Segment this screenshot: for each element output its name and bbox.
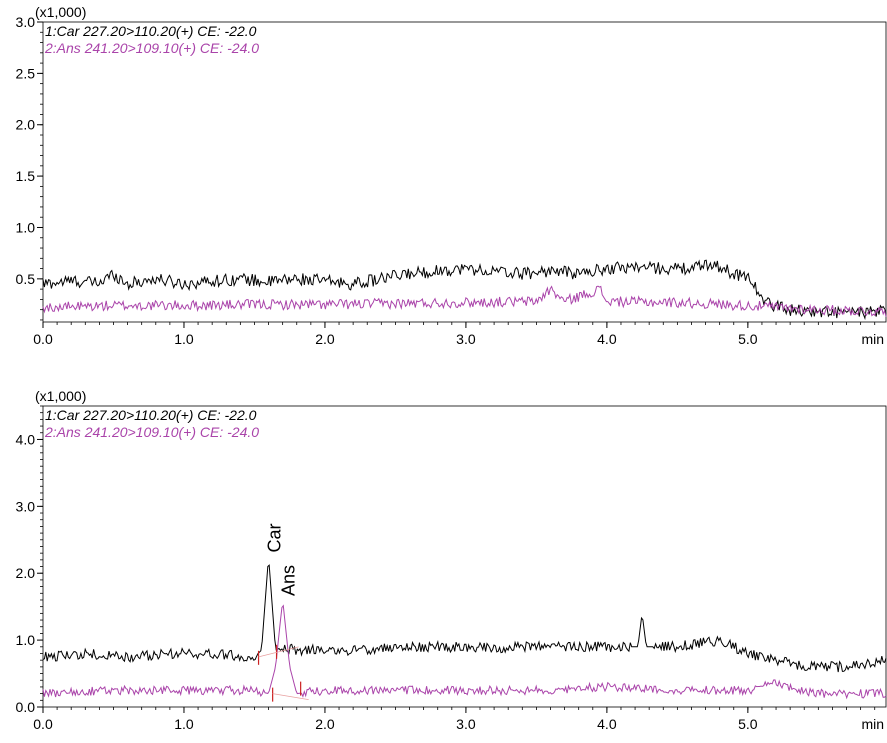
y-tick-label: 3.0 [16, 14, 36, 30]
y-tick-label: 1.5 [16, 168, 36, 184]
x-tick-label: 3.0 [456, 331, 476, 347]
x-tick-label: 1.0 [174, 716, 194, 732]
series-line-ans [42, 604, 887, 700]
legend-entry-car: 1:Car 227.20>110.20(+) CE: -22.0 [45, 407, 257, 423]
scale-label: (x1,000) [35, 388, 86, 404]
legend-entry-ans: 2:Ans 241.20>109.10(+) CE: -24.0 [44, 424, 259, 440]
x-tick-label: 3.0 [456, 716, 476, 732]
y-tick-label: 1.0 [16, 632, 36, 648]
y-tick-label: 0.0 [16, 699, 36, 715]
x-tick-label: 4.0 [597, 716, 617, 732]
series-line-car [42, 259, 887, 321]
x-tick-label: 1.0 [174, 331, 194, 347]
chart-panel-2: (x1,000) 0.0 1.0 2.0 3.0 4.0 0.0 1.0 2.0 3.0 4.0 5.… [16, 388, 887, 732]
legend-entry-ans: 2:Ans 241.20>109.10(+) CE: -24.0 [44, 40, 259, 56]
y-tick-label: 0.5 [16, 271, 36, 287]
x-tick-label: 5.0 [738, 331, 758, 347]
peak-label-car: Car [265, 523, 285, 552]
x-tick-label: 0.0 [33, 331, 53, 347]
x-tick-label: 2.0 [315, 331, 335, 347]
peak-baseline [272, 693, 309, 701]
y-tick-label: 4.0 [16, 431, 36, 447]
y-tick-label: 2.0 [16, 565, 36, 581]
x-tick-label: 5.0 [738, 716, 758, 732]
series-line-car [42, 564, 887, 673]
series-line-ans [42, 285, 887, 317]
peak-baseline [258, 646, 299, 658]
x-tick-label: 4.0 [597, 331, 617, 347]
peak-label-ans: Ans [279, 565, 299, 596]
x-axis-unit: min [861, 331, 884, 347]
y-tick-label: 2.0 [16, 117, 36, 133]
plot-frame [42, 405, 887, 708]
y-tick-label: 3.0 [16, 498, 36, 514]
x-tick-label: 2.0 [315, 716, 335, 732]
y-tick-label: 1.0 [16, 219, 36, 235]
chart-panel-1: (x1,000) 0.5 1.0 1.5 2.0 2.5 3.0 0.0 1.0 2.0 3.0 4.… [16, 4, 887, 347]
y-tick-label: 2.5 [16, 65, 36, 81]
x-tick-label: 0.0 [33, 716, 53, 732]
x-axis-unit: min [861, 716, 884, 732]
legend-entry-car: 1:Car 227.20>110.20(+) CE: -22.0 [45, 23, 257, 39]
plot-frame [42, 21, 887, 323]
scale-label: (x1,000) [35, 4, 86, 20]
